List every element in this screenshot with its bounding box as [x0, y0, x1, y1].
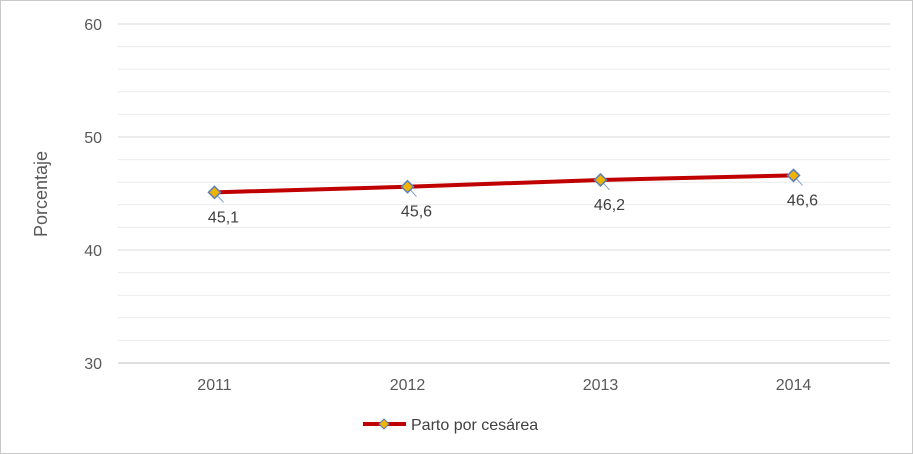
y-axis-label: Porcentaje	[31, 151, 51, 237]
x-tick-label: 2011	[197, 377, 232, 394]
data-point-marker	[400, 179, 415, 194]
legend-label: Parto por cesárea	[411, 417, 538, 434]
series-line	[214, 173, 794, 195]
data-point-marker	[207, 185, 222, 200]
x-axis-tick-labels: 2011 2012 2013 2014	[197, 377, 811, 394]
legend-marker-swatch	[378, 418, 390, 430]
data-label: 46,2	[594, 197, 625, 214]
data-label: 45,6	[401, 204, 432, 221]
x-tick-label: 2012	[390, 377, 426, 394]
series-parto-por-cesarea: 45,1 45,6 46,2 46,6	[207, 168, 818, 226]
data-label: 46,6	[787, 192, 818, 209]
y-tick-label: 30	[84, 356, 102, 373]
legend: Parto por cesárea	[363, 417, 538, 434]
major-gridlines	[118, 23, 890, 364]
x-tick-label: 2013	[583, 377, 619, 394]
data-point-marker	[786, 168, 801, 183]
minor-gridlines	[118, 46, 890, 341]
y-tick-label: 40	[84, 243, 102, 260]
x-tick-label: 2014	[776, 377, 812, 394]
data-label: 45,1	[208, 209, 239, 226]
data-point-marker	[593, 172, 608, 188]
y-axis-tick-labels: 30 40 50 60	[84, 17, 102, 373]
y-tick-label: 60	[84, 17, 102, 34]
y-tick-label: 50	[84, 130, 102, 147]
